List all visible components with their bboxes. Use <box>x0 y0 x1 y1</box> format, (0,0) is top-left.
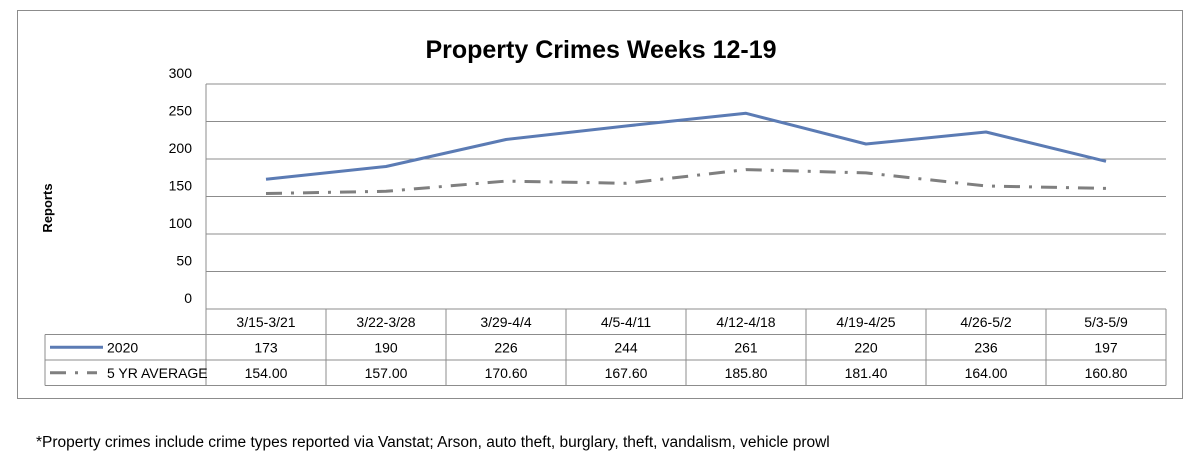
y-tick-label: 200 <box>169 140 193 156</box>
x-tick-label: 3/15-3/21 <box>236 314 295 330</box>
footnote: *Property crimes include crime types rep… <box>36 434 830 451</box>
table-cell-value: 173 <box>254 339 278 355</box>
y-tick-label: 50 <box>176 253 192 269</box>
table-cell-value: 261 <box>734 339 758 355</box>
series-lines <box>265 111 1107 195</box>
table-cell-value: 190 <box>374 339 398 355</box>
y-tick-label: 150 <box>169 178 193 194</box>
y-tick-label: 0 <box>184 290 192 306</box>
table-cell-value: 154.00 <box>245 365 288 381</box>
table-cell-value: 226 <box>494 339 518 355</box>
table-cell-value: 160.80 <box>1085 365 1128 381</box>
y-tick-label: 250 <box>169 103 193 119</box>
x-tick-label: 3/29-4/4 <box>480 314 532 330</box>
x-tick-label: 3/22-3/28 <box>356 314 415 330</box>
table-cell-value: 244 <box>614 339 638 355</box>
legend-label: 2020 <box>107 339 138 355</box>
table-cell-value: 220 <box>854 339 878 355</box>
x-tick-label: 4/5-4/11 <box>601 314 652 330</box>
series-line-2020 <box>265 111 1107 181</box>
table-cell-value: 197 <box>1094 339 1118 355</box>
y-tick-label: 300 <box>169 65 193 81</box>
x-tick-label: 4/19-4/25 <box>836 314 895 330</box>
table-cell-value: 167.60 <box>605 365 648 381</box>
chart-title: Property Crimes Weeks 12-19 <box>425 36 776 64</box>
table-cell-value: 157.00 <box>365 365 408 381</box>
x-tick-label: 4/12-4/18 <box>716 314 775 330</box>
legend-label: 5 YR AVERAGE <box>107 365 208 381</box>
gridlines <box>205 83 1166 310</box>
y-axis-label: Reports <box>40 183 55 232</box>
table-cell-value: 164.00 <box>965 365 1008 381</box>
data-table: 3/15-3/21 3/22-3/28 3/29-4/4 4/5-4/11 4/12-4… <box>44 308 1167 386</box>
table-cell-value: 170.60 <box>485 365 528 381</box>
chart-frame: Property Crimes Weeks 12-19 Reports 0 50 1… <box>17 10 1183 399</box>
table-cell-value: 236 <box>974 339 998 355</box>
x-tick-label: 5/3-5/9 <box>1084 314 1128 330</box>
y-tick-label: 100 <box>169 215 193 231</box>
table-cell-value: 181.40 <box>845 365 888 381</box>
x-tick-label: 4/26-5/2 <box>960 314 1012 330</box>
series-line-5yr-average <box>265 168 1107 195</box>
property-crimes-chart: Property Crimes Weeks 12-19 Reports 0 50 1… <box>40 36 1167 386</box>
y-axis-ticks: 0 50 100 150 200 250 300 <box>169 65 193 306</box>
table-cell-value: 185.80 <box>725 365 768 381</box>
